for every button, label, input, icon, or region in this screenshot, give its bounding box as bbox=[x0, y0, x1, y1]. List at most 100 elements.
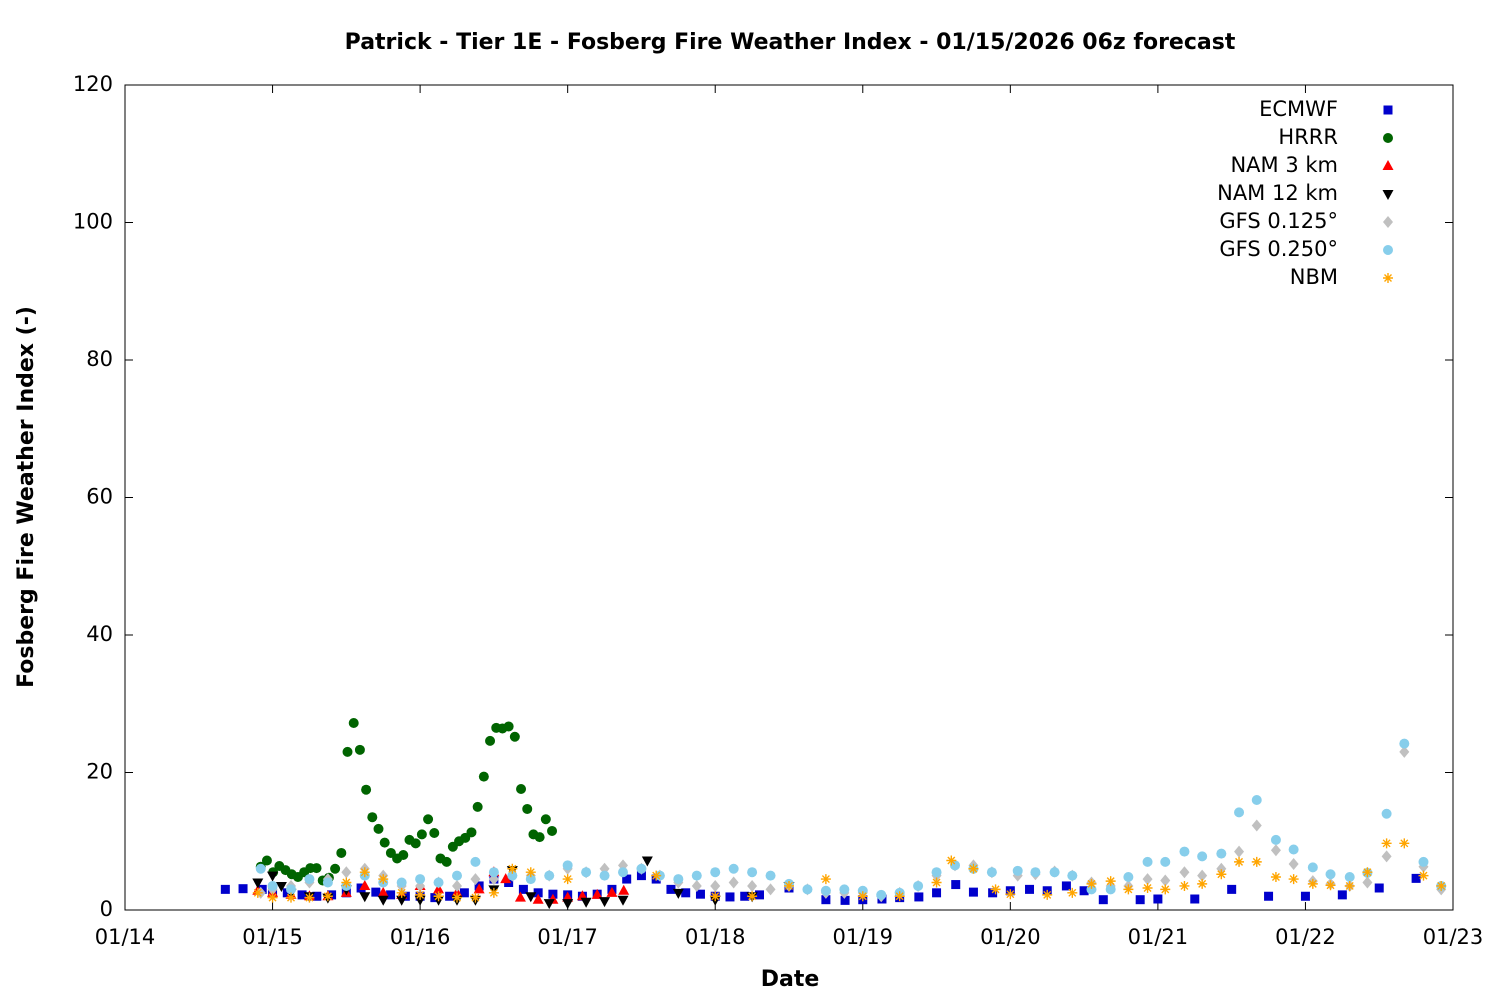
legend-marker bbox=[1382, 190, 1394, 200]
data-point bbox=[472, 801, 483, 812]
data-point bbox=[1251, 819, 1262, 832]
data-point bbox=[641, 856, 653, 867]
data-point bbox=[466, 827, 477, 838]
data-point bbox=[415, 874, 426, 885]
data-point bbox=[252, 887, 263, 898]
x-tick-label: 01/17 bbox=[537, 925, 598, 949]
data-point bbox=[606, 886, 618, 897]
data-point bbox=[1362, 867, 1373, 878]
data-point bbox=[1270, 834, 1281, 845]
data-point bbox=[710, 867, 721, 878]
x-tick-label: 01/15 bbox=[242, 925, 303, 949]
data-point bbox=[514, 891, 526, 902]
y-tick-label: 40 bbox=[86, 622, 113, 646]
data-point bbox=[802, 884, 813, 895]
data-point bbox=[220, 884, 230, 894]
data-point bbox=[1160, 856, 1171, 867]
data-point bbox=[691, 879, 702, 892]
data-point bbox=[1288, 857, 1299, 870]
data-point bbox=[354, 744, 365, 755]
data-point bbox=[342, 746, 353, 757]
data-point bbox=[1288, 874, 1299, 885]
data-point bbox=[452, 870, 462, 881]
data-point bbox=[1216, 848, 1227, 859]
data-point bbox=[540, 814, 551, 825]
data-point bbox=[618, 867, 628, 878]
data-point bbox=[591, 888, 603, 899]
data-point bbox=[913, 880, 924, 891]
data-point bbox=[599, 870, 610, 881]
data-point bbox=[503, 721, 514, 732]
data-point bbox=[1086, 878, 1097, 889]
data-point bbox=[312, 891, 322, 901]
data-point bbox=[580, 897, 592, 908]
data-point bbox=[275, 881, 287, 892]
data-point bbox=[532, 893, 544, 904]
data-point bbox=[433, 891, 444, 902]
data-point bbox=[470, 892, 481, 903]
data-point bbox=[377, 886, 389, 897]
data-point bbox=[500, 873, 512, 884]
data-point bbox=[1344, 880, 1355, 891]
x-tick-label: 01/19 bbox=[833, 925, 894, 949]
data-point bbox=[1160, 884, 1171, 895]
y-tick-label: 0 bbox=[100, 897, 113, 921]
data-point bbox=[488, 887, 499, 898]
data-point bbox=[341, 877, 352, 888]
data-point bbox=[433, 877, 444, 888]
data-point bbox=[740, 891, 750, 901]
data-point bbox=[379, 837, 390, 848]
data-point bbox=[488, 867, 499, 878]
data-point bbox=[1025, 884, 1035, 894]
data-point bbox=[1123, 884, 1134, 895]
data-point bbox=[695, 889, 705, 899]
data-point bbox=[330, 863, 341, 874]
data-point bbox=[470, 856, 481, 867]
data-point bbox=[1288, 844, 1299, 855]
x-tick-label: 01/16 bbox=[390, 925, 451, 949]
data-point bbox=[322, 891, 333, 902]
chart-title: Patrick - Tier 1E - Fosberg Fire Weather… bbox=[345, 30, 1236, 55]
data-point bbox=[359, 867, 370, 878]
data-point bbox=[636, 863, 647, 874]
x-tick-label: 01/22 bbox=[1275, 925, 1336, 949]
data-point bbox=[473, 883, 485, 894]
data-point bbox=[1098, 895, 1108, 905]
data-point bbox=[1135, 895, 1145, 905]
x-axis-title: Date bbox=[761, 967, 820, 992]
data-point bbox=[599, 897, 611, 908]
data-point bbox=[361, 784, 372, 795]
legend-marker bbox=[1383, 216, 1393, 228]
data-point bbox=[522, 803, 533, 814]
data-point bbox=[894, 891, 905, 902]
data-point bbox=[238, 884, 248, 894]
data-point bbox=[516, 784, 527, 794]
data-point bbox=[533, 888, 543, 898]
legend-marker bbox=[1383, 245, 1393, 255]
data-point bbox=[1142, 856, 1153, 867]
data-point bbox=[470, 873, 481, 886]
data-point bbox=[562, 860, 573, 871]
y-axis-title: Fosberg Fire Weather Index (-) bbox=[14, 306, 39, 688]
legend-marker bbox=[1383, 105, 1393, 115]
data-point bbox=[267, 871, 279, 882]
data-point bbox=[821, 895, 831, 905]
data-point bbox=[710, 879, 721, 892]
data-point bbox=[681, 888, 691, 898]
data-point bbox=[857, 891, 868, 902]
data-point bbox=[876, 889, 887, 900]
data-point bbox=[525, 867, 536, 878]
data-point bbox=[1436, 880, 1447, 891]
y-tick-label: 80 bbox=[86, 347, 113, 371]
data-point bbox=[1030, 867, 1041, 878]
data-point bbox=[1179, 880, 1190, 891]
data-point bbox=[1337, 890, 1347, 900]
data-point bbox=[1411, 873, 1421, 883]
data-point bbox=[1270, 872, 1281, 882]
data-point bbox=[1005, 889, 1016, 900]
y-tick-label: 60 bbox=[86, 485, 113, 509]
data-point bbox=[367, 812, 378, 823]
data-point bbox=[990, 884, 1001, 895]
data-point bbox=[728, 863, 739, 874]
data-point bbox=[968, 887, 978, 897]
